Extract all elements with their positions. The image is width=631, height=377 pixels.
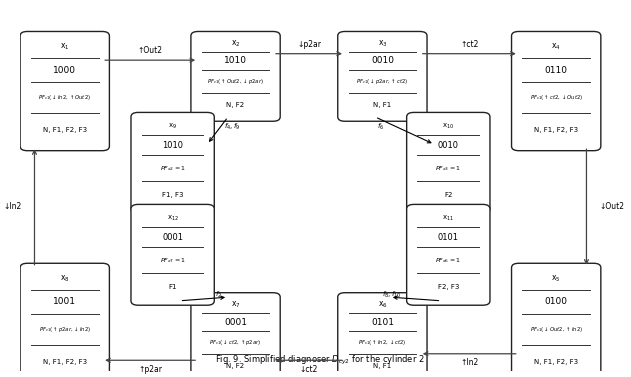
- Text: 0110: 0110: [545, 66, 568, 75]
- FancyBboxPatch shape: [512, 263, 601, 377]
- Text: $PF_{c1}(\downarrow p2ar,\uparrow ct2)$: $PF_{c1}(\downarrow p2ar,\uparrow ct2)$: [357, 77, 408, 86]
- FancyBboxPatch shape: [338, 31, 427, 121]
- Text: 0101: 0101: [438, 233, 459, 242]
- Text: N, F1: N, F1: [374, 102, 391, 108]
- Text: x$_2$: x$_2$: [231, 39, 240, 49]
- Text: $PF_{c1}(\downarrow ct2,\uparrow p2ar)$: $PF_{c1}(\downarrow ct2,\uparrow p2ar)$: [209, 338, 262, 347]
- Text: $PF_{c1}(\uparrow ct2,\downarrow Out2)$: $PF_{c1}(\uparrow ct2,\downarrow Out2)$: [529, 93, 583, 102]
- Text: $PF_{c1}(\uparrow p2ar,\downarrow In2)$: $PF_{c1}(\uparrow p2ar,\downarrow In2)$: [38, 325, 91, 334]
- Text: $PF_{x3}=1$: $PF_{x3}=1$: [435, 164, 461, 173]
- Text: 0101: 0101: [371, 318, 394, 327]
- FancyBboxPatch shape: [20, 263, 109, 377]
- Text: x$_5$: x$_5$: [551, 273, 561, 284]
- FancyBboxPatch shape: [338, 293, 427, 377]
- Text: 1010: 1010: [162, 141, 183, 150]
- FancyBboxPatch shape: [20, 31, 109, 151]
- Text: x$_1$: x$_1$: [60, 42, 69, 52]
- Text: 0010: 0010: [438, 141, 459, 150]
- Text: 1010: 1010: [224, 57, 247, 66]
- Text: ↑In2: ↑In2: [460, 359, 478, 368]
- Text: ↓Out2: ↓Out2: [599, 202, 625, 211]
- Text: x$_3$: x$_3$: [377, 39, 387, 49]
- Text: $PF_{c1}(\downarrow In2,\uparrow Out2)$: $PF_{c1}(\downarrow In2,\uparrow Out2)$: [38, 93, 91, 102]
- Text: x$_8$: x$_8$: [60, 273, 69, 284]
- Text: x$_9$: x$_9$: [168, 121, 177, 131]
- FancyBboxPatch shape: [131, 204, 215, 305]
- Text: N, F2: N, F2: [227, 102, 245, 108]
- Text: 0001: 0001: [162, 233, 183, 242]
- Text: x$_{10}$: x$_{10}$: [442, 121, 454, 131]
- Text: ↓p2ar: ↓p2ar: [297, 40, 321, 49]
- Text: N, F1, F2, F3: N, F1, F2, F3: [43, 359, 87, 365]
- Text: $f_2$: $f_2$: [215, 290, 222, 300]
- Text: $PF_{x6}=1$: $PF_{x6}=1$: [435, 256, 461, 265]
- Text: $PF_{c1}(\uparrow Out2,\downarrow p2ar)$: $PF_{c1}(\uparrow Out2,\downarrow p2ar)$: [207, 77, 264, 86]
- Text: $f_6$: $f_6$: [377, 122, 384, 132]
- Text: x$_{12}$: x$_{12}$: [167, 213, 179, 222]
- FancyBboxPatch shape: [512, 31, 601, 151]
- Text: F1, F3: F1, F3: [162, 192, 184, 198]
- Text: x$_6$: x$_6$: [377, 300, 387, 311]
- Text: N, F1, F2, F3: N, F1, F2, F3: [43, 127, 87, 133]
- Text: ↓ct2: ↓ct2: [300, 365, 318, 374]
- Text: $PF_{x7}=1$: $PF_{x7}=1$: [160, 256, 186, 265]
- Text: $PF_{x2}=1$: $PF_{x2}=1$: [160, 164, 186, 173]
- Text: Fig. 9. Simplified diagnoser $D_{cy2}$ for the cylinder 2: Fig. 9. Simplified diagnoser $D_{cy2}$ f…: [215, 354, 424, 367]
- Text: N, F2: N, F2: [227, 363, 245, 369]
- Text: x$_7$: x$_7$: [231, 300, 240, 311]
- Text: F2, F3: F2, F3: [438, 284, 459, 290]
- Text: $PF_{c1}(\downarrow Out2,\uparrow In2)$: $PF_{c1}(\downarrow Out2,\uparrow In2)$: [529, 325, 582, 334]
- Text: $f_8, f_{10}$: $f_8, f_{10}$: [382, 290, 401, 300]
- Text: 0100: 0100: [545, 297, 568, 307]
- Text: N, F1: N, F1: [374, 363, 391, 369]
- Text: x$_{11}$: x$_{11}$: [442, 213, 454, 222]
- Text: N, F1, F2, F3: N, F1, F2, F3: [534, 359, 578, 365]
- Text: 1001: 1001: [53, 297, 76, 307]
- Text: x$_4$: x$_4$: [551, 42, 561, 52]
- Text: F1: F1: [168, 284, 177, 290]
- Text: N, F1, F2, F3: N, F1, F2, F3: [534, 127, 578, 133]
- FancyBboxPatch shape: [191, 293, 280, 377]
- Text: ↑p2ar: ↑p2ar: [138, 365, 162, 374]
- Text: ↑Out2: ↑Out2: [138, 46, 163, 55]
- Text: 0010: 0010: [371, 57, 394, 66]
- Text: $f_4, f_9$: $f_4, f_9$: [224, 122, 241, 132]
- FancyBboxPatch shape: [406, 112, 490, 213]
- Text: 0001: 0001: [224, 318, 247, 327]
- Text: F2: F2: [444, 192, 452, 198]
- Text: ↑ct2: ↑ct2: [460, 40, 478, 49]
- Text: $PF_{c1}(\uparrow In2,\downarrow ct2)$: $PF_{c1}(\uparrow In2,\downarrow ct2)$: [358, 338, 406, 347]
- FancyBboxPatch shape: [191, 31, 280, 121]
- FancyBboxPatch shape: [131, 112, 215, 213]
- FancyBboxPatch shape: [406, 204, 490, 305]
- Text: 1000: 1000: [53, 66, 76, 75]
- Text: ↓In2: ↓In2: [3, 202, 21, 211]
